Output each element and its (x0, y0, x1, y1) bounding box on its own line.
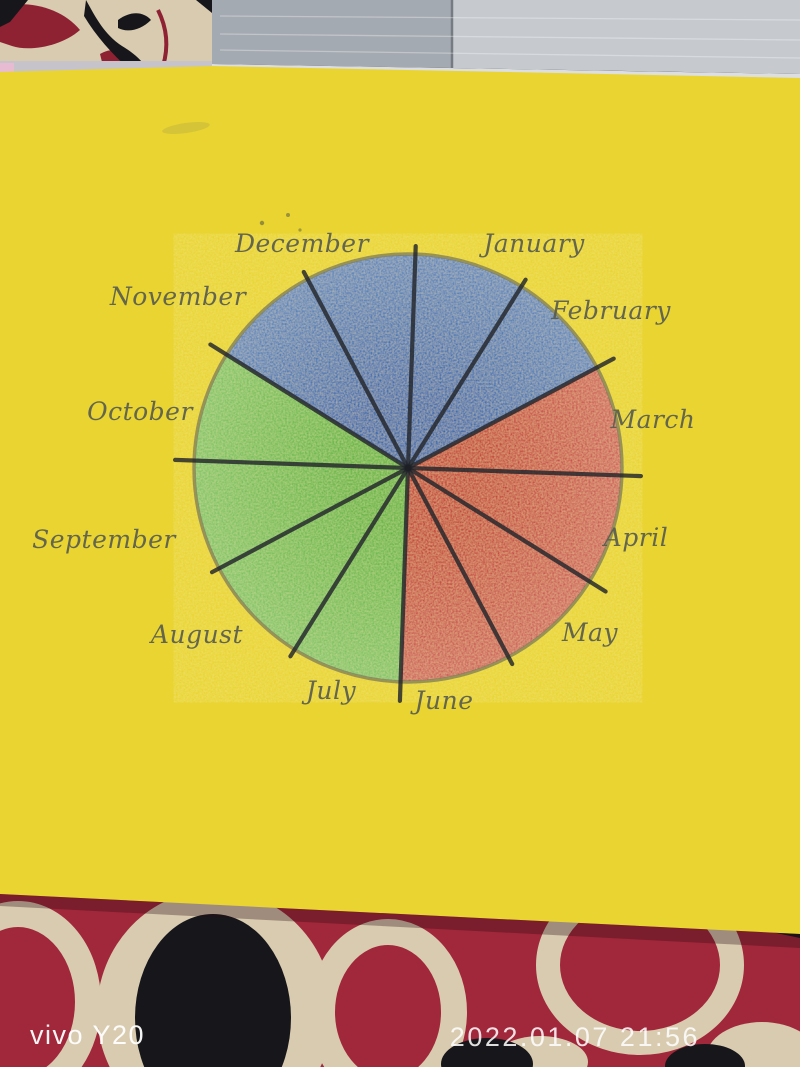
pie-slice-august (219, 468, 408, 649)
slice-divider-line (405, 356, 616, 471)
paper-bottom-shadow (0, 894, 800, 948)
slice-divider-line (405, 465, 515, 667)
fabric-black-blob (441, 1038, 533, 1067)
pie-center-dot (404, 464, 412, 472)
fabric-top (0, 0, 212, 70)
pencil-smudges (162, 122, 302, 232)
metal-sheen-line (219, 15, 800, 21)
slice-divider-line (405, 465, 644, 479)
pencil-smudge (162, 122, 210, 134)
pencil-speck (259, 220, 265, 226)
fabric-black-shape (0, 0, 28, 27)
pie-slice-june (400, 468, 508, 682)
slice-divider-line (209, 465, 411, 575)
pencil-speck (298, 228, 302, 232)
pie-slice-april (408, 468, 621, 581)
photo-timestamp: 2022.01.07 21:56 (450, 1022, 700, 1052)
metal-sheen-line (219, 33, 800, 41)
slice-divider-line (405, 277, 528, 471)
fabric-black-blob (665, 1044, 745, 1067)
month-label-april: April (602, 523, 669, 552)
pie-slice-november (227, 279, 408, 468)
slice-divider-line (405, 465, 608, 594)
device-watermark: vivo Y20 (30, 1020, 145, 1050)
month-label-may: May (561, 618, 619, 647)
pie-slice-may (408, 468, 589, 657)
pie-divider-lines (173, 244, 644, 704)
fabric-black-shape (196, 0, 212, 13)
month-label-november: November (109, 282, 248, 311)
month-label-march: March (609, 405, 695, 434)
pie-slice-march (408, 368, 622, 476)
pie-pencil-outline (192, 252, 624, 684)
month-label-october: October (87, 397, 194, 426)
month-label-july: July (301, 676, 357, 705)
month-label-february: February (550, 296, 671, 325)
pie-slice-october (195, 355, 408, 468)
slice-divider-line (397, 465, 411, 704)
metal-left-panel (212, 0, 452, 68)
month-label-december: December (234, 229, 371, 258)
slice-divider-line (301, 269, 411, 471)
fabric-black-oval (135, 914, 291, 1067)
pie-slice-september (194, 460, 408, 568)
pie-slice-december (308, 254, 416, 468)
month-label-january: January (478, 229, 585, 258)
slice-divider-line (288, 465, 411, 659)
pie-slice-february (408, 287, 597, 468)
metal-sheen-line (219, 49, 800, 59)
fabric-black-leaf (118, 13, 151, 31)
pie-chart (194, 254, 622, 682)
metal-right-panel (452, 0, 800, 74)
pie-slice-january (408, 255, 521, 468)
fabric-red-shape (0, 4, 80, 49)
month-label-august: August (149, 620, 244, 649)
pie-slice-july (295, 468, 408, 681)
slice-divider-line (208, 342, 411, 471)
fabric-ring (0, 901, 101, 1067)
slice-divider-line (405, 244, 418, 471)
month-label-september: September (32, 525, 177, 554)
pencil-speck (286, 213, 290, 217)
fabric-ring (309, 919, 467, 1067)
month-label-june: June (409, 686, 473, 715)
month-labels: January February March April May June July Augu… (32, 229, 695, 715)
slice-divider-line (173, 457, 411, 471)
